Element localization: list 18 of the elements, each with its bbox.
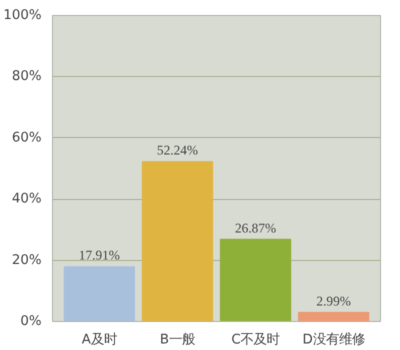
bar: [298, 312, 370, 322]
x-tick-label: D没有维修: [302, 332, 365, 348]
data-label: 52.24%: [156, 142, 198, 158]
x-tick-label: A及时: [82, 332, 117, 348]
y-tick-label: 60%: [12, 130, 42, 146]
y-tick-label: 20%: [12, 252, 42, 268]
y-tick-label: 40%: [12, 192, 42, 207]
x-tick-label: C不及时: [231, 332, 280, 348]
y-tick-label: 100%: [3, 8, 42, 23]
data-label: 2.99%: [316, 293, 351, 308]
data-label: 26.87%: [235, 220, 276, 236]
y-tick-label: 0%: [20, 314, 42, 329]
bar: [220, 238, 292, 322]
y-tick-label: 80%: [12, 69, 42, 84]
data-label: 17.91%: [78, 248, 120, 263]
bar: [64, 266, 135, 322]
bar: [142, 161, 214, 322]
x-tick-label: B一般: [160, 332, 196, 348]
